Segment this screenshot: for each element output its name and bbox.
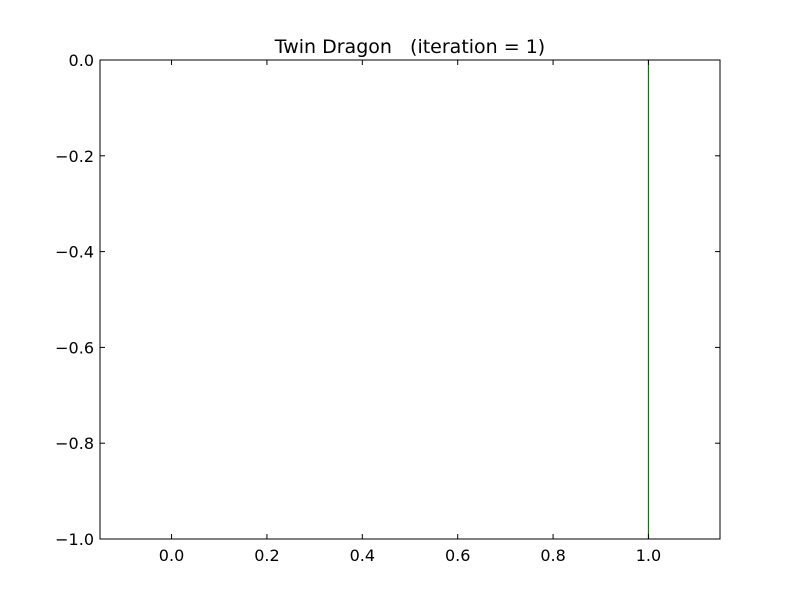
- y-tick-label-2: −0.4: [55, 243, 94, 262]
- x-tick-label-5: 1.0: [636, 546, 661, 565]
- y-tick-label-3: −0.6: [55, 338, 94, 357]
- y-tick-label-0: 0.0: [69, 51, 94, 70]
- y-tick-label-4: −0.8: [55, 434, 94, 453]
- x-tick-label-1: 0.2: [254, 546, 279, 565]
- x-tick-label-2: 0.4: [350, 546, 375, 565]
- tick-labels: 0.0 0.2 0.4 0.6 0.8 1.0 0.0 −0.2 −0.4 −0.6 −0.8 −1.…: [55, 51, 661, 565]
- axis-ticks: [100, 59, 720, 540]
- axes-frame: [99, 59, 721, 540]
- y-tick-label-1: −0.2: [55, 147, 94, 166]
- x-tick-label-0: 0.0: [159, 546, 184, 565]
- y-tick-label-5: −1.0: [55, 530, 94, 549]
- chart-title: Twin Dragon (iteration = 1): [274, 36, 545, 58]
- x-tick-label-4: 0.8: [540, 546, 565, 565]
- x-tick-label-3: 0.6: [445, 546, 470, 565]
